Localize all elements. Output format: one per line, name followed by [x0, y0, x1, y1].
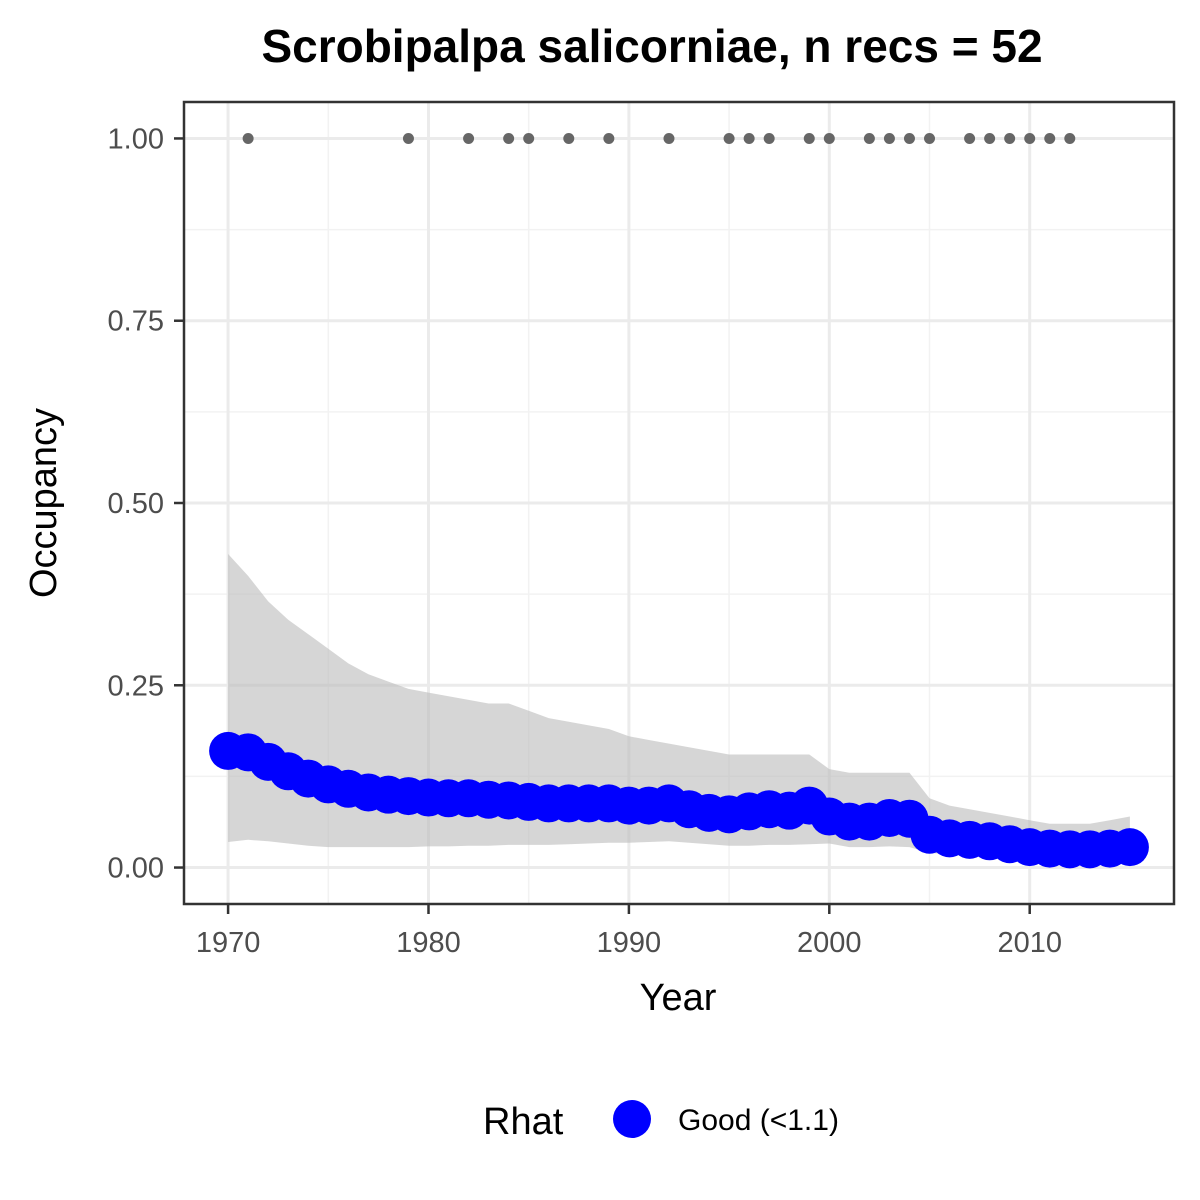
observation-point: [402, 132, 414, 144]
x-axis-ticks: 1970 1980 1990 2000 2010: [196, 904, 1062, 959]
legend: Rhat Good (<1.1): [483, 1100, 839, 1143]
observation-point: [964, 132, 976, 144]
observation-point: [723, 132, 735, 144]
observation-point: [743, 132, 755, 144]
y-tick-label: 1.00: [108, 123, 164, 155]
x-tick-label: 1980: [396, 927, 461, 959]
observation-point: [463, 132, 475, 144]
observation-point: [1044, 132, 1056, 144]
observation-point: [863, 132, 875, 144]
observation-points: [242, 132, 1076, 144]
occupancy-points: [209, 731, 1149, 869]
observation-point: [924, 132, 936, 144]
observation-point: [803, 132, 815, 144]
x-tick-label: 1970: [196, 927, 261, 959]
y-tick-label: 0.75: [108, 306, 164, 338]
observation-point: [503, 132, 515, 144]
y-tick-label: 0.25: [108, 670, 164, 702]
x-tick-label: 2010: [997, 927, 1062, 959]
x-tick-label: 2000: [797, 927, 862, 959]
observation-point: [883, 132, 895, 144]
y-axis-ticks: 0.00 0.25 0.50 0.75 1.00: [108, 123, 184, 885]
observation-point: [984, 132, 996, 144]
observation-point: [663, 132, 675, 144]
observation-point: [763, 132, 775, 144]
observation-point: [1004, 132, 1016, 144]
y-tick-label: 0.50: [108, 488, 164, 520]
legend-label-good: Good (<1.1): [678, 1104, 839, 1137]
observation-point: [523, 132, 535, 144]
observation-point: [823, 132, 835, 144]
legend-title: Rhat: [483, 1101, 564, 1143]
y-tick-label: 0.00: [108, 853, 164, 885]
observation-point: [563, 132, 575, 144]
observation-point: [603, 132, 615, 144]
observation-point: [1064, 132, 1076, 144]
observation-point: [1024, 132, 1036, 144]
occupancy-point: [1110, 828, 1149, 867]
x-axis-title: Year: [640, 977, 717, 1019]
x-tick-label: 1990: [597, 927, 662, 959]
observation-point: [242, 132, 254, 144]
y-axis-title: Occupancy: [23, 408, 65, 598]
legend-key-good: [613, 1100, 651, 1138]
observation-point: [903, 132, 915, 144]
chart-title: Scrobipalpa salicorniae, n recs = 52: [261, 20, 1042, 72]
